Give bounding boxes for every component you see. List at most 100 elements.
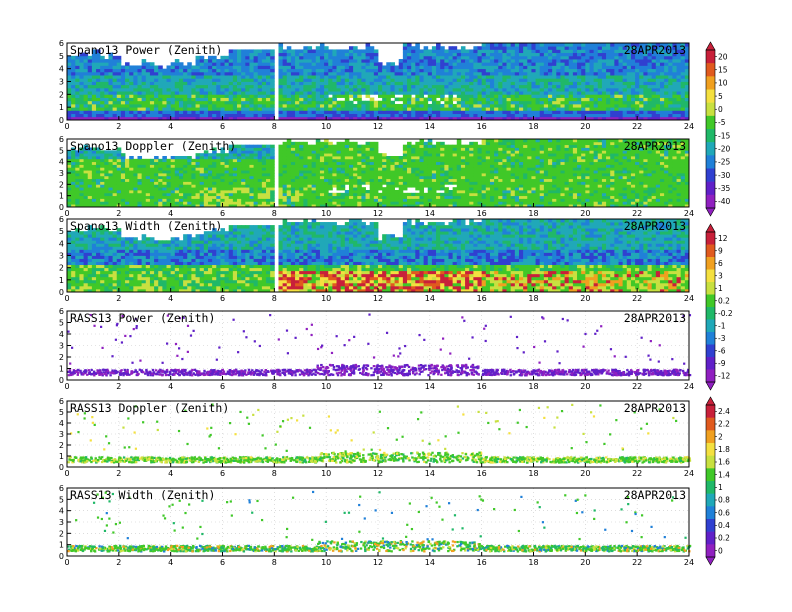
heatmap-cell <box>129 88 134 92</box>
heatmap-cell <box>664 107 669 111</box>
heatmap-cell <box>88 91 93 95</box>
heatmap-cell <box>610 75 615 79</box>
heatmap-cell <box>108 85 113 89</box>
heatmap-cell <box>324 182 329 185</box>
heatmap-cell <box>598 88 603 92</box>
heatmap-cell <box>332 173 337 176</box>
heatmap-cell <box>154 167 159 170</box>
heatmap-cell <box>419 145 424 148</box>
heatmap-cell <box>382 94 387 98</box>
heatmap-cell <box>498 101 503 105</box>
heatmap-cell <box>598 98 603 102</box>
heatmap-cell <box>664 82 669 86</box>
heatmap-cell <box>146 107 151 111</box>
heatmap-cell <box>511 91 516 95</box>
heatmap-cell <box>374 59 379 63</box>
heatmap-cell <box>137 179 142 182</box>
heatmap-cell <box>419 91 424 95</box>
heatmap-cell <box>320 173 325 176</box>
heatmap-cell <box>386 114 391 118</box>
heatmap-cell <box>511 49 516 53</box>
heatmap-cell <box>639 62 644 66</box>
heatmap-cell <box>660 69 665 73</box>
heatmap-cell <box>527 88 532 92</box>
heatmap-cell <box>67 94 72 98</box>
heatmap-cell <box>337 170 342 173</box>
heatmap-cell <box>208 101 213 105</box>
heatmap-cell <box>84 101 89 105</box>
heatmap-cell <box>407 196 412 199</box>
heatmap-cell <box>88 98 93 102</box>
heatmap-cell <box>225 173 230 176</box>
heatmap-cell <box>308 56 313 60</box>
heatmap-cell <box>395 104 400 108</box>
heatmap-cell <box>96 72 101 76</box>
heatmap-cell <box>598 78 603 82</box>
heatmap-cell <box>345 56 350 60</box>
heatmap-cell <box>639 82 644 86</box>
heatmap-cell <box>113 98 118 102</box>
heatmap-cell <box>436 62 441 66</box>
heatmap-cell <box>117 110 122 114</box>
heatmap-cell <box>652 75 657 79</box>
heatmap-cell <box>540 110 545 114</box>
heatmap-cell <box>660 107 665 111</box>
heatmap-cell <box>399 190 404 193</box>
heatmap-cell <box>142 165 147 168</box>
heatmap-cell <box>71 78 76 82</box>
heatmap-cell <box>453 59 458 63</box>
heatmap-cell <box>631 101 636 105</box>
heatmap-cell <box>502 65 507 69</box>
heatmap-cell <box>84 110 89 114</box>
heatmap-cell <box>337 182 342 185</box>
heatmap-cell <box>544 114 549 118</box>
heatmap-cell <box>677 110 682 114</box>
heatmap-cell <box>573 82 578 86</box>
heatmap-cell <box>565 72 570 76</box>
heatmap-cell <box>457 98 462 102</box>
heatmap-cell <box>573 46 578 50</box>
heatmap-cell <box>569 114 574 118</box>
heatmap-cell <box>142 187 147 190</box>
heatmap-cell <box>610 101 615 105</box>
heatmap-cell <box>440 59 445 63</box>
heatmap-cell <box>200 69 205 73</box>
heatmap-cell <box>88 173 93 176</box>
heatmap-cell <box>357 170 362 173</box>
heatmap-cell <box>324 78 329 82</box>
heatmap-cell <box>399 78 404 82</box>
heatmap-cell <box>324 148 329 151</box>
heatmap-cell <box>560 114 565 118</box>
heatmap-cell <box>544 43 549 47</box>
heatmap-cell <box>407 176 412 179</box>
heatmap-cell <box>589 59 594 63</box>
heatmap-cell <box>196 107 201 111</box>
heatmap-cell <box>465 82 470 86</box>
heatmap-cell <box>92 107 97 111</box>
heatmap-cell <box>84 78 89 82</box>
heatmap-cell <box>606 49 611 53</box>
heatmap-cell <box>175 162 180 165</box>
heatmap-cell <box>349 176 354 179</box>
heatmap-cell <box>494 43 499 47</box>
heatmap-cell <box>295 162 300 165</box>
heatmap-cell <box>79 98 84 102</box>
heatmap-cell <box>403 59 408 63</box>
heatmap-cell <box>548 101 553 105</box>
heatmap-cell <box>303 182 308 185</box>
heatmap-cell <box>75 107 80 111</box>
heatmap-cell <box>187 159 192 162</box>
heatmap-cell <box>266 104 271 108</box>
heatmap-cell <box>142 179 147 182</box>
heatmap-cell <box>254 94 259 98</box>
heatmap-cell <box>220 165 225 168</box>
heatmap-cell <box>171 104 176 108</box>
heatmap-cell <box>386 165 391 168</box>
heatmap-cell <box>137 101 142 105</box>
heatmap-cell <box>536 114 541 118</box>
heatmap-cell <box>196 170 201 173</box>
heatmap-cell <box>171 98 176 102</box>
heatmap-cell <box>308 199 313 202</box>
heatmap-cell <box>316 170 321 173</box>
heatmap-cell <box>353 110 358 114</box>
